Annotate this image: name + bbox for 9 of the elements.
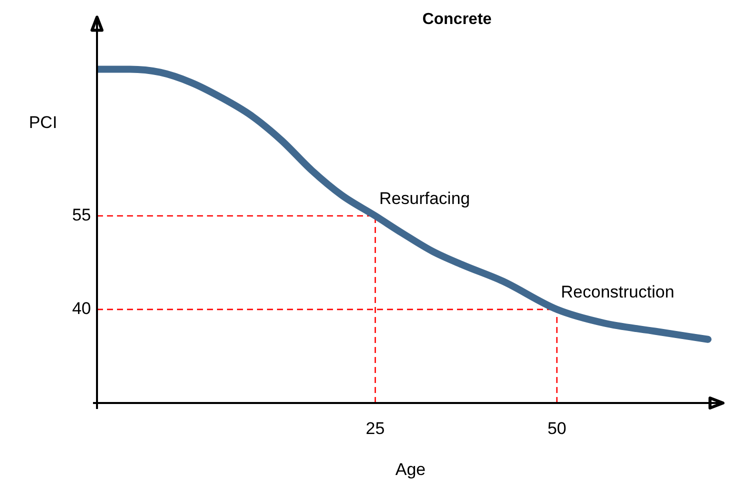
y-tick-label: 40	[72, 299, 91, 318]
x-tick-label: 50	[547, 418, 566, 438]
chart-title: Concrete	[422, 11, 492, 28]
annotation: Resurfacing	[379, 188, 470, 208]
x-tick-label: 25	[366, 418, 385, 438]
y-axis-title: PCI	[28, 113, 58, 132]
annotation: Reconstruction	[560, 282, 674, 302]
y-tick-label: 55	[72, 206, 91, 225]
x-axis-title: Age	[395, 460, 426, 479]
